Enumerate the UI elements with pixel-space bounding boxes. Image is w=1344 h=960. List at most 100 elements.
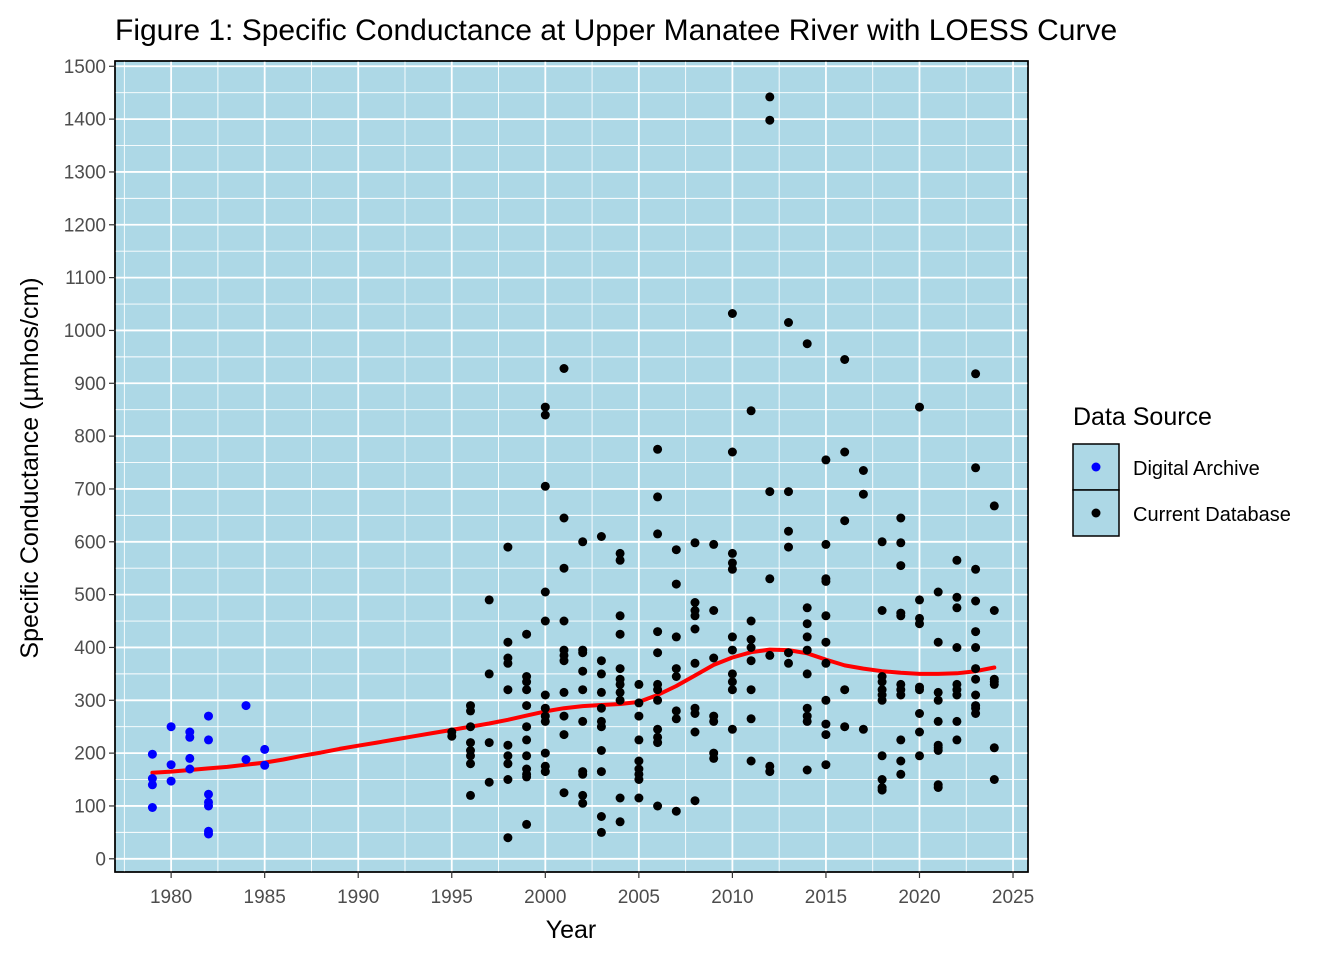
current-database-point xyxy=(971,674,981,684)
current-database-point xyxy=(802,619,812,629)
current-database-point xyxy=(915,402,924,412)
current-database-point xyxy=(559,711,569,721)
current-database-point xyxy=(690,598,700,607)
current-database-point xyxy=(615,687,625,697)
current-database-point xyxy=(727,548,737,558)
current-database-point xyxy=(522,819,532,829)
current-database-point xyxy=(877,677,887,687)
current-database-point xyxy=(596,812,606,821)
current-database-point xyxy=(784,318,793,327)
current-database-point xyxy=(653,685,663,695)
y-tick-label: 800 xyxy=(74,427,106,448)
current-database-point xyxy=(933,687,943,697)
current-database-point xyxy=(802,703,812,713)
current-database-point xyxy=(802,603,812,613)
current-database-point xyxy=(858,489,868,499)
current-database-point xyxy=(746,616,756,626)
current-database-point xyxy=(840,685,850,695)
legend-dot-current-database xyxy=(1091,508,1101,518)
current-database-point xyxy=(971,463,981,473)
digital-archive-point xyxy=(204,711,213,721)
current-database-point xyxy=(765,574,775,584)
current-database-point xyxy=(821,730,831,740)
current-database-point xyxy=(540,690,550,700)
current-database-point xyxy=(690,624,700,634)
current-database-point xyxy=(784,487,793,497)
current-database-point xyxy=(915,685,924,695)
current-database-point xyxy=(596,687,606,697)
current-database-point xyxy=(933,746,943,755)
current-database-point xyxy=(821,539,831,549)
current-database-point xyxy=(709,653,719,663)
y-tick-label: 1100 xyxy=(65,268,106,289)
current-database-point xyxy=(540,748,550,758)
current-database-point xyxy=(559,563,569,573)
current-database-point xyxy=(896,735,906,745)
x-tick-label: 2005 xyxy=(618,887,660,908)
current-database-point xyxy=(915,727,924,737)
y-tick-label: 0 xyxy=(95,849,106,870)
chart-title: Figure 1: Specific Conductance at Upper … xyxy=(115,14,1117,47)
current-database-point xyxy=(952,592,962,602)
current-database-point xyxy=(727,677,737,687)
current-database-point xyxy=(671,632,681,642)
current-database-point xyxy=(971,564,981,574)
current-database-point xyxy=(578,666,588,676)
current-database-point xyxy=(540,616,550,626)
current-database-point xyxy=(522,772,532,782)
current-database-point xyxy=(989,743,999,753)
current-database-point xyxy=(484,669,494,679)
current-database-point xyxy=(802,669,812,679)
current-database-point xyxy=(447,731,457,741)
current-database-point xyxy=(503,637,513,647)
current-database-point xyxy=(802,632,812,642)
current-database-point xyxy=(615,629,625,639)
current-database-point xyxy=(615,611,625,621)
current-database-point xyxy=(634,756,644,766)
current-database-point xyxy=(765,92,775,102)
current-database-point xyxy=(578,685,588,695)
current-database-point xyxy=(746,406,756,416)
current-database-point xyxy=(634,775,644,784)
x-tick-label: 1980 xyxy=(150,887,192,908)
current-database-point xyxy=(727,724,737,734)
digital-archive-point xyxy=(204,829,213,839)
x-tick-label: 2020 xyxy=(898,887,940,908)
current-database-point xyxy=(952,690,962,700)
current-database-point xyxy=(858,724,868,734)
current-database-point xyxy=(690,611,700,621)
current-database-point xyxy=(989,679,999,689)
current-database-point xyxy=(952,603,962,613)
current-database-point xyxy=(896,561,906,571)
current-database-point xyxy=(952,555,962,565)
current-database-point xyxy=(671,806,681,816)
current-database-point xyxy=(671,672,681,681)
current-database-point xyxy=(466,759,475,769)
current-database-point xyxy=(671,714,681,724)
current-database-point xyxy=(821,455,831,465)
current-database-point xyxy=(896,756,906,766)
digital-archive-point xyxy=(166,760,176,770)
current-database-point xyxy=(522,629,532,639)
current-database-point xyxy=(877,775,887,784)
current-database-point xyxy=(952,716,962,726)
plot-panel xyxy=(114,60,1029,873)
current-database-point xyxy=(709,716,719,726)
current-database-point xyxy=(709,606,719,615)
current-database-point xyxy=(840,355,850,364)
current-database-point xyxy=(933,587,943,597)
current-database-point xyxy=(784,648,793,658)
digital-archive-point xyxy=(185,732,195,742)
current-database-point xyxy=(559,616,569,626)
current-database-point xyxy=(671,579,681,589)
current-database-point xyxy=(559,364,569,373)
current-database-point xyxy=(596,722,606,732)
digital-archive-point xyxy=(204,801,213,811)
current-database-point xyxy=(690,727,700,737)
current-database-point xyxy=(522,722,532,732)
current-database-point xyxy=(877,751,887,761)
current-database-point xyxy=(821,637,831,647)
current-database-point xyxy=(784,658,793,668)
current-database-point xyxy=(877,785,887,795)
digital-archive-point xyxy=(166,776,176,786)
